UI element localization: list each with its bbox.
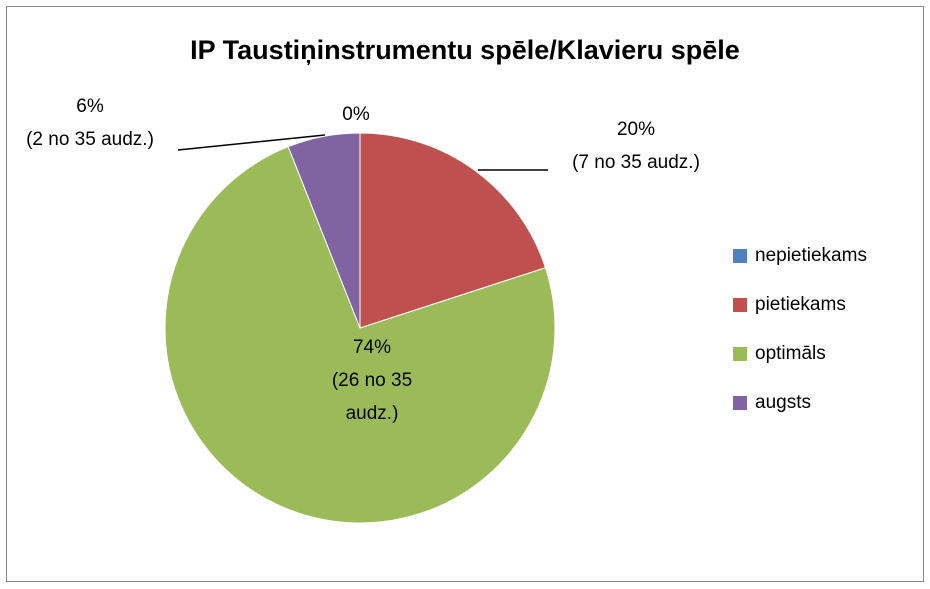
legend-swatch xyxy=(733,396,747,410)
leader-line xyxy=(177,134,326,151)
data-label: 6% (2 no 35 audz.) xyxy=(26,96,154,150)
legend-swatch xyxy=(733,249,747,263)
legend-label: optimāls xyxy=(755,343,826,364)
data-label: 20% (7 no 35 audz.) xyxy=(572,119,700,173)
chart-title: IP Taustiņinstrumentu spēle/Klavieru spē… xyxy=(190,35,740,65)
data-label: 0% xyxy=(342,104,370,125)
pie-slice xyxy=(164,146,556,524)
legend-label: nepietiekams xyxy=(755,245,867,266)
pie-slice xyxy=(287,132,361,329)
pie-slice xyxy=(359,132,547,329)
legend-label: pietiekams xyxy=(755,294,846,315)
legend-swatch xyxy=(733,347,747,361)
data-label: 74% (26 no 35 audz.) xyxy=(332,337,412,424)
legend-label: augsts xyxy=(755,392,811,413)
legend-swatch xyxy=(733,298,747,312)
